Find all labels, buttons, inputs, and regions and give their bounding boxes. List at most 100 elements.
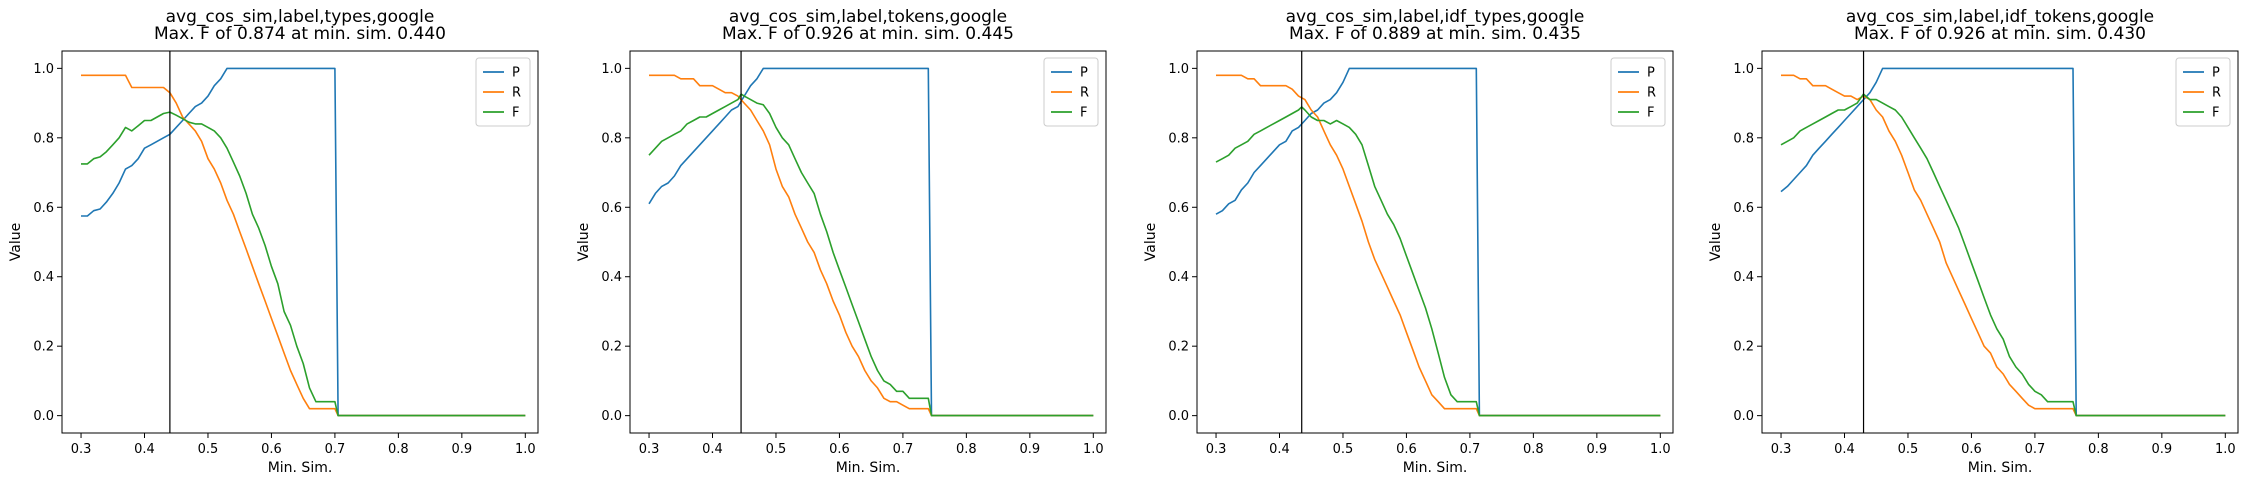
y-axis-label: Value — [576, 223, 592, 261]
x-tick-label: 0.7 — [893, 442, 914, 457]
y-tick-label: 0.6 — [601, 201, 622, 216]
chart-subtitle: Max. F of 0.926 at min. sim. 0.445 — [722, 24, 1014, 44]
chart-title: avg_cos_sim,label,idf_types,google — [1286, 7, 1585, 27]
x-axis-label: Min. Sim. — [1968, 460, 2033, 476]
x-tick-label: 0.5 — [198, 442, 219, 457]
axes-frame — [629, 50, 1107, 434]
x-tick-label: 0.4 — [1834, 442, 1855, 457]
x-tick-label: 0.6 — [1961, 442, 1982, 457]
axes-frame — [1761, 50, 2239, 434]
y-tick-label: 0.4 — [33, 270, 54, 285]
plot-area — [1762, 51, 2238, 433]
series-line-P — [648, 67, 1094, 417]
series-line-F — [81, 111, 526, 417]
plot-area — [62, 51, 538, 433]
series-line-P — [81, 67, 526, 417]
y-tick-label: 0.8 — [601, 131, 622, 146]
x-axis-label: Min. Sim. — [268, 460, 333, 476]
y-tick-label: 0.2 — [601, 340, 622, 355]
legend: PRF — [2175, 57, 2231, 127]
x-tick-label: 0.4 — [134, 442, 155, 457]
y-axis-label: Value — [1143, 223, 1159, 261]
legend-label-P: P — [512, 66, 520, 81]
x-tick-label: 0.9 — [1019, 442, 1040, 457]
y-tick-label: 0.2 — [1168, 340, 1189, 355]
y-axis-label: Value — [1708, 223, 1724, 261]
x-tick-label: 0.6 — [261, 442, 282, 457]
x-tick-label: 0.3 — [71, 442, 92, 457]
chart-panel-4: avg_cos_sim,label,idf_tokens,googleMax. … — [1708, 7, 2239, 476]
y-tick-label: 0.4 — [601, 270, 622, 285]
y-tick-label: 0.6 — [1168, 201, 1189, 216]
series-line-F — [1215, 106, 1661, 417]
legend-label-R: R — [1080, 86, 1089, 101]
legend: PRF — [475, 57, 531, 127]
series-line-R — [81, 74, 526, 417]
x-tick-label: 0.7 — [325, 442, 346, 457]
x-tick-label: 0.9 — [2151, 442, 2172, 457]
x-tick-label: 0.3 — [1771, 442, 1792, 457]
x-tick-label: 0.3 — [1206, 442, 1227, 457]
legend-label-R: R — [512, 86, 521, 101]
y-tick-label: 0.4 — [1733, 270, 1754, 285]
y-tick-label: 0.8 — [1733, 131, 1754, 146]
x-tick-label: 1.0 — [2215, 442, 2236, 457]
legend-label-P: P — [1647, 66, 1655, 81]
series-line-F — [648, 93, 1094, 417]
legend-label-F: F — [2212, 106, 2219, 121]
y-tick-label: 1.0 — [1733, 62, 1754, 77]
x-tick-label: 0.6 — [829, 442, 850, 457]
y-tick-label: 0.0 — [1733, 409, 1754, 424]
chart-title: avg_cos_sim,label,tokens,google — [729, 7, 1007, 27]
x-tick-label: 0.5 — [1333, 442, 1354, 457]
legend-label-F: F — [512, 106, 519, 121]
series-line-F — [1780, 93, 2226, 417]
x-tick-label: 0.3 — [639, 442, 660, 457]
y-tick-label: 1.0 — [601, 62, 622, 77]
axes-frame — [1196, 50, 1674, 434]
x-tick-label: 0.5 — [1898, 442, 1919, 457]
x-tick-label: 1.0 — [515, 442, 536, 457]
y-axis-label: Value — [8, 223, 24, 261]
series-line-R — [1216, 74, 1661, 417]
y-tick-label: 0.8 — [1168, 131, 1189, 146]
x-tick-label: 1.0 — [1650, 442, 1671, 457]
legend-label-P: P — [2212, 66, 2220, 81]
x-tick-label: 0.9 — [451, 442, 472, 457]
legend-label-P: P — [1080, 66, 1088, 81]
legend: PRF — [1043, 57, 1099, 127]
x-tick-label: 0.7 — [1460, 442, 1481, 457]
y-tick-label: 0.0 — [601, 409, 622, 424]
chart-subtitle: Max. F of 0.926 at min. sim. 0.430 — [1854, 24, 2146, 44]
x-axis-label: Min. Sim. — [1403, 460, 1468, 476]
y-tick-label: 0.6 — [33, 201, 54, 216]
y-tick-label: 0.2 — [1733, 340, 1754, 355]
x-tick-label: 0.8 — [1523, 442, 1544, 457]
legend-label-R: R — [1647, 86, 1656, 101]
chart-title: avg_cos_sim,label,types,google — [166, 7, 435, 27]
y-tick-label: 0.2 — [33, 340, 54, 355]
legend: PRF — [1610, 57, 1666, 127]
axes-frame — [61, 50, 539, 434]
chart-title: avg_cos_sim,label,idf_tokens,google — [1846, 7, 2154, 27]
x-tick-label: 0.6 — [1396, 442, 1417, 457]
y-tick-label: 0.8 — [33, 131, 54, 146]
chart-subtitle: Max. F of 0.874 at min. sim. 0.440 — [154, 24, 446, 44]
series-line-R — [649, 74, 1094, 417]
x-tick-label: 1.0 — [1083, 442, 1104, 457]
y-tick-label: 1.0 — [33, 62, 54, 77]
x-tick-label: 0.9 — [1586, 442, 1607, 457]
y-tick-label: 0.0 — [33, 409, 54, 424]
legend-label-R: R — [2212, 86, 2221, 101]
x-tick-label: 0.7 — [2025, 442, 2046, 457]
y-tick-label: 1.0 — [1168, 62, 1189, 77]
x-tick-label: 0.4 — [1269, 442, 1290, 457]
x-tick-label: 0.5 — [766, 442, 787, 457]
series-line-P — [1780, 67, 2226, 417]
y-tick-label: 0.4 — [1168, 270, 1189, 285]
chart-subtitle: Max. F of 0.889 at min. sim. 0.435 — [1289, 24, 1581, 44]
y-tick-label: 0.0 — [1168, 409, 1189, 424]
